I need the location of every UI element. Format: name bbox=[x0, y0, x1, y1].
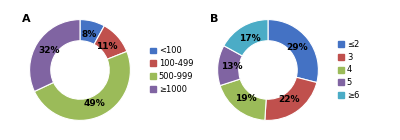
Legend: <100, 100-499, 500-999, ≥1000: <100, 100-499, 500-999, ≥1000 bbox=[150, 46, 193, 94]
Text: 22%: 22% bbox=[278, 95, 300, 104]
Text: 8%: 8% bbox=[81, 30, 97, 39]
Text: B: B bbox=[210, 14, 218, 24]
Text: 32%: 32% bbox=[39, 46, 60, 55]
Wedge shape bbox=[80, 20, 104, 44]
Text: 13%: 13% bbox=[221, 62, 243, 71]
Wedge shape bbox=[224, 20, 268, 56]
Wedge shape bbox=[218, 46, 242, 86]
Text: 19%: 19% bbox=[235, 94, 256, 103]
Legend: ≤2, 3, 4, 5, ≥6: ≤2, 3, 4, 5, ≥6 bbox=[338, 40, 359, 100]
Text: 29%: 29% bbox=[286, 43, 308, 52]
Wedge shape bbox=[34, 51, 130, 120]
Text: 49%: 49% bbox=[84, 99, 105, 108]
Wedge shape bbox=[94, 26, 127, 59]
Text: 17%: 17% bbox=[239, 34, 260, 43]
Text: 11%: 11% bbox=[96, 41, 118, 51]
Wedge shape bbox=[265, 77, 317, 120]
Text: A: A bbox=[22, 14, 31, 24]
Wedge shape bbox=[268, 20, 318, 83]
Wedge shape bbox=[30, 20, 80, 91]
Wedge shape bbox=[220, 79, 266, 120]
